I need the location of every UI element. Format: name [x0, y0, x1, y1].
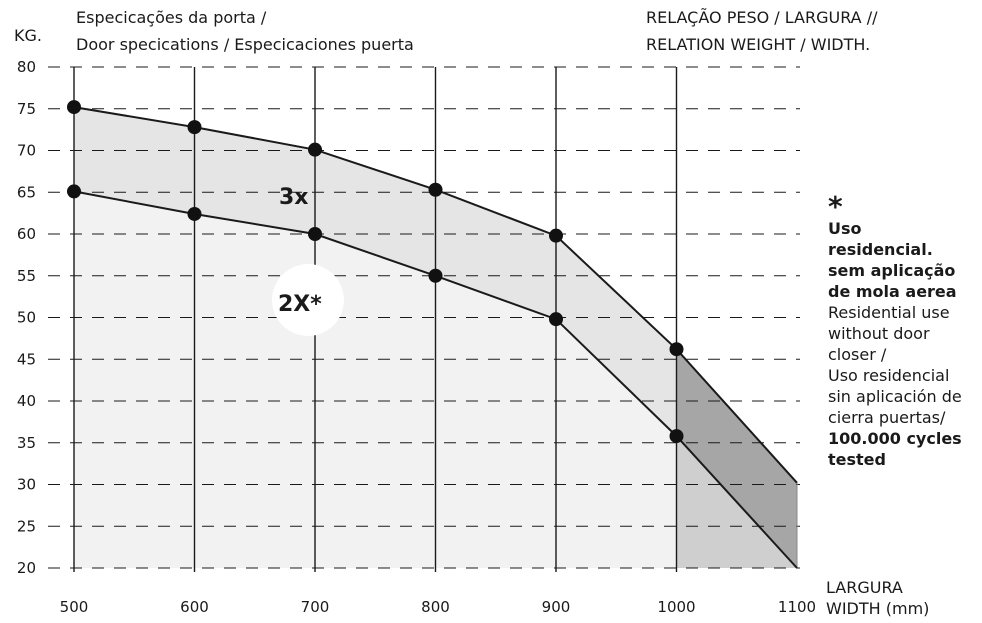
y-tick-label: 35 [17, 434, 36, 452]
note-line: 100.000 cycles [828, 428, 978, 449]
y-tick-label: 65 [17, 183, 36, 201]
series-3x-point [67, 100, 81, 114]
x-tick-labels: 500 600 700 800 900 1000 1100 [60, 598, 816, 616]
note-line: sem aplicação [828, 260, 978, 281]
x-tick-label: 700 [301, 598, 330, 616]
note-line: tested [828, 449, 978, 470]
series-3x-point [308, 143, 322, 157]
title-left-line-1: Especicações da porta / [76, 8, 266, 28]
y-tick-label: 55 [17, 267, 36, 285]
series-2x-point [670, 429, 684, 443]
title-right-line-1: RELAÇÃO PESO / LARGURA // [646, 8, 878, 28]
note-line: de mola aerea [828, 281, 978, 302]
y-tick-label: 30 [17, 476, 36, 494]
x-tick-label: 1000 [657, 598, 695, 616]
x-tick-label: 900 [542, 598, 571, 616]
note-line: without door [828, 323, 978, 344]
series-2x-point [429, 269, 443, 283]
usage-note: * Uso residencial. sem aplicação de mola ae… [828, 196, 978, 470]
y-tick-label: 75 [17, 100, 36, 118]
y-tick-label: 25 [17, 517, 36, 535]
note-bold-lines: Uso residencial. sem aplicação de mola aere… [828, 218, 978, 302]
series-3x-point [549, 229, 563, 243]
y-tick-labels: 20 25 30 35 40 45 50 55 60 65 70 75 80 [17, 58, 36, 577]
note-line: sin aplicación de [828, 386, 978, 407]
note-line: Uso residencial [828, 365, 978, 386]
y-unit-label: KG. [14, 26, 42, 46]
y-tick-label: 40 [17, 392, 36, 410]
title-left-line-2: Door specications / Especicaciones puert… [76, 35, 414, 55]
x-tick-label: 800 [421, 598, 450, 616]
y-tick-label: 60 [17, 225, 36, 243]
y-tick-label: 45 [17, 350, 36, 368]
note-asterisk: * [828, 196, 978, 218]
x-tick-label: 500 [60, 598, 89, 616]
note-line: Uso [828, 218, 978, 239]
note-bold-tail: 100.000 cycles tested [828, 428, 978, 470]
note-line: Residential use [828, 302, 978, 323]
note-line: residencial. [828, 239, 978, 260]
band-label-3x: 3x [279, 185, 309, 210]
x-tick-label: 1100 [778, 598, 816, 616]
series-2x-point [188, 207, 202, 221]
title-right-line-2: RELATION WEIGHT / WIDTH. [646, 35, 870, 55]
series-3x-point [429, 183, 443, 197]
series-2x-point [67, 184, 81, 198]
y-tick-label: 20 [17, 559, 36, 577]
note-line: cierra puertas/ [828, 407, 978, 428]
x-tick-label: 600 [180, 598, 209, 616]
series-3x-point [188, 120, 202, 134]
note-lines: Residential use without door closer / Uso r… [828, 302, 978, 428]
note-line: closer / [828, 344, 978, 365]
x-axis-label-line-2: WIDTH (mm) [826, 599, 929, 619]
x-axis-label-line-1: LARGURA [826, 578, 903, 598]
y-tick-label: 70 [17, 142, 36, 160]
series-2x-point [549, 312, 563, 326]
y-tick-label: 80 [17, 58, 36, 76]
series-3x-point [670, 342, 684, 356]
series-2x-point [308, 227, 322, 241]
y-tick-label: 50 [17, 309, 36, 327]
band-label-2x: 2X* [278, 292, 322, 317]
